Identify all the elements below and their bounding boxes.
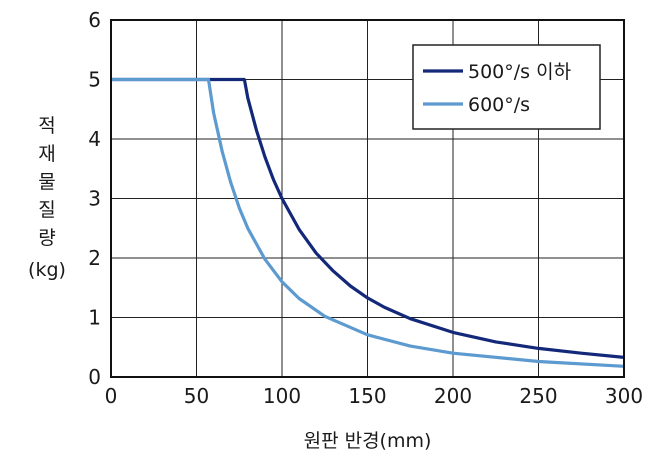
x-tick-label: 300: [605, 384, 643, 408]
y-axis-label-char: 질: [38, 199, 55, 221]
y-axis-label-char: 물: [38, 171, 55, 193]
y-tick-label: 4: [88, 127, 101, 151]
legend-label: 500°/s 이하: [468, 61, 571, 83]
x-tick-label: 200: [434, 384, 472, 408]
y-tick-label: 2: [88, 246, 101, 270]
y-tick-label: 1: [88, 306, 101, 330]
legend: 500°/s 이하 600°/s: [412, 44, 601, 130]
y-axis-label-char: 재: [38, 143, 55, 165]
x-axis-label: 원판 반경(mm): [304, 430, 432, 452]
series-line-0: [111, 77, 625, 359]
legend-label: 600°/s: [468, 94, 530, 116]
x-tick-label: 0: [105, 384, 118, 408]
y-tick-label: 3: [88, 187, 101, 211]
y-axis-unit: (kg): [28, 259, 66, 281]
y-tick-label: 5: [88, 68, 101, 92]
y-axis-label-char: 적: [38, 115, 55, 137]
series-layer: [111, 77, 625, 368]
x-tick-label: 50: [184, 384, 209, 408]
plot-frame: [110, 19, 625, 378]
x-tick-label: 250: [519, 384, 557, 408]
tick-labels: 0 50 100 150 200 250 300 0 1 2 3 4 5 6: [88, 8, 643, 408]
y-axis-label-char: 량: [38, 227, 55, 249]
x-tick-label: 100: [263, 384, 301, 408]
x-tick-label: 150: [348, 384, 386, 408]
legend-box: [412, 44, 601, 130]
series-line-1: [111, 77, 625, 368]
y-tick-label: 6: [88, 8, 101, 32]
y-tick-label: 0: [88, 365, 101, 389]
